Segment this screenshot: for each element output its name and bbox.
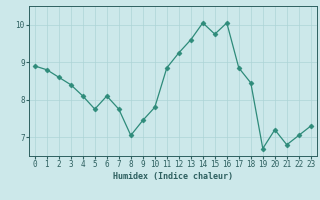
X-axis label: Humidex (Indice chaleur): Humidex (Indice chaleur) xyxy=(113,172,233,181)
